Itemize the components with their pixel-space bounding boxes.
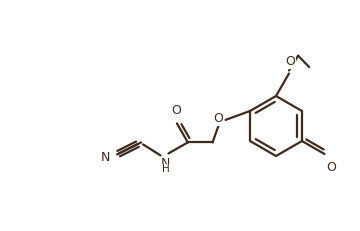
Text: N: N [101, 151, 110, 164]
Text: O: O [285, 55, 295, 68]
Text: O: O [214, 112, 224, 125]
Text: H: H [162, 164, 169, 174]
Text: O: O [171, 104, 181, 117]
Text: N: N [161, 157, 170, 170]
Text: O: O [327, 161, 336, 174]
